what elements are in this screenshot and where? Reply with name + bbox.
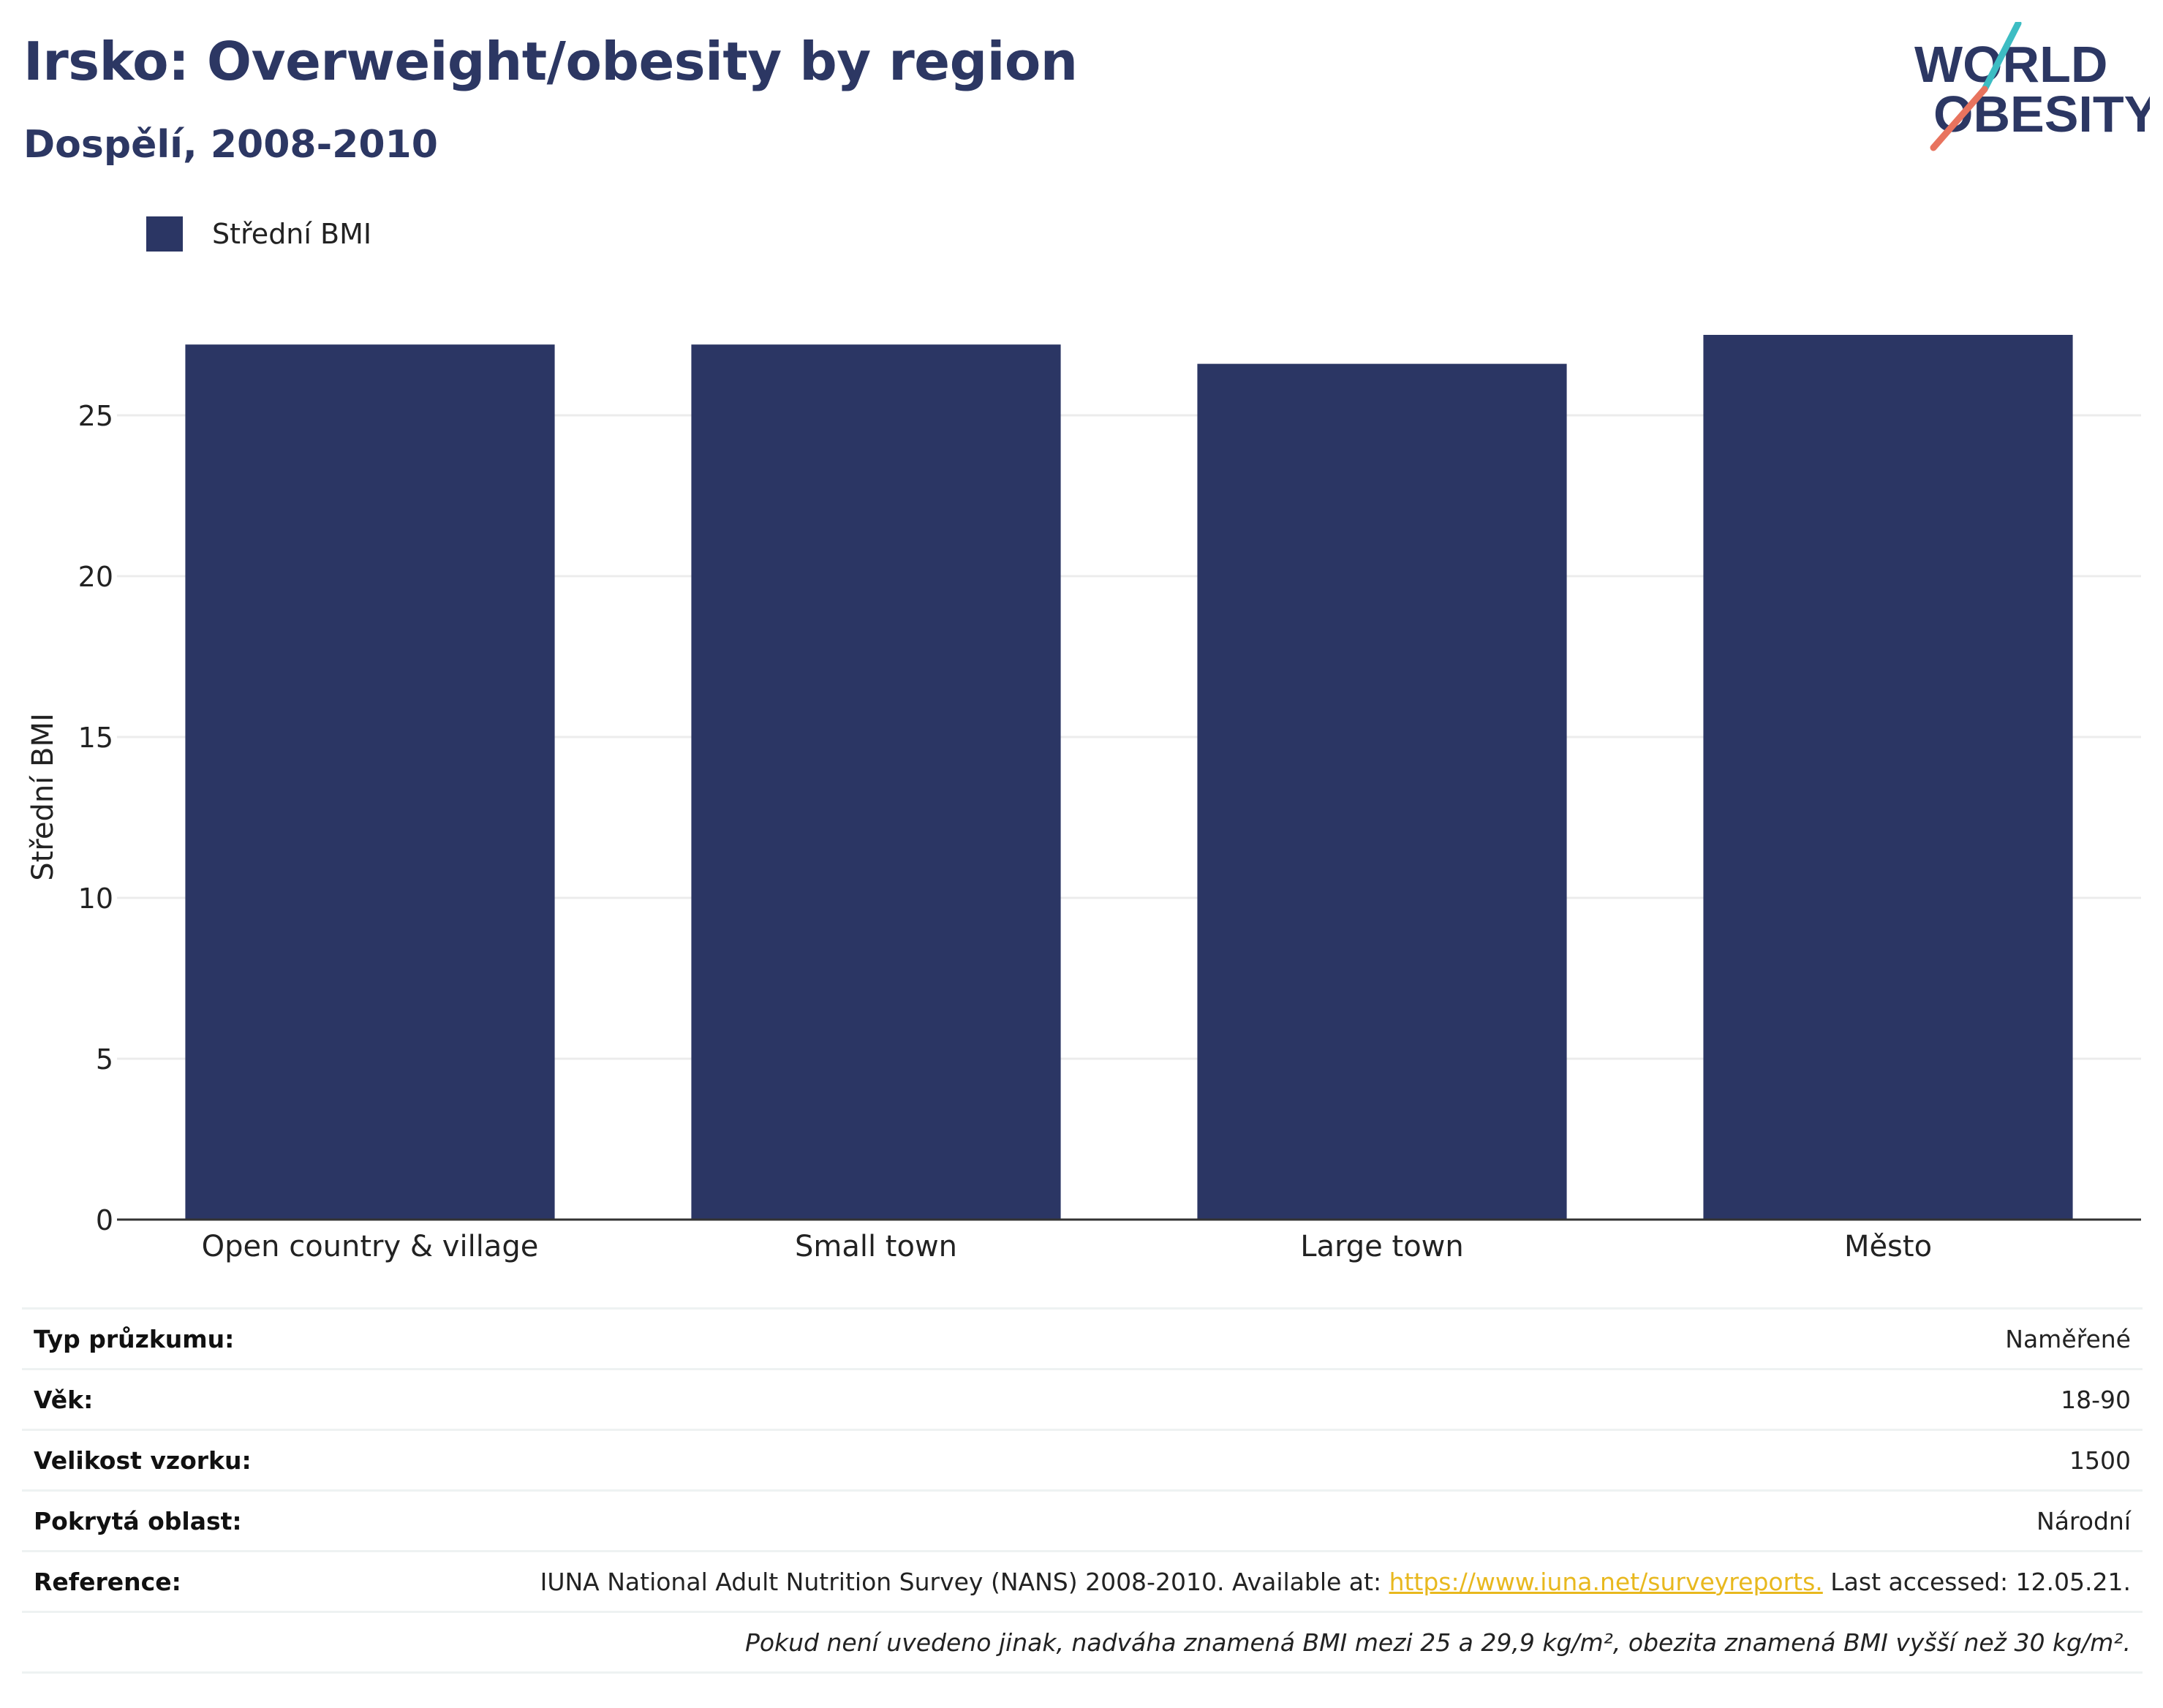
x-axis-ticks: Open country & village Small town Large to… [202, 1230, 1932, 1263]
reference-link[interactable]: https://www.iuna.net/surveyreports. [1389, 1567, 1823, 1596]
chart-bars [185, 335, 2073, 1220]
bar [691, 344, 1061, 1220]
bar-chart: 0 5 10 15 20 25 Open country & village Small t… [26, 335, 2141, 1263]
y-tick-label: 5 [96, 1043, 113, 1076]
info-row-note: Pokud není uvedeno jinak, nadváha znamen… [22, 1611, 2143, 1673]
x-tick-label: Small town [795, 1230, 957, 1263]
reference-label: Reference: [34, 1567, 181, 1596]
legend-label: Střední BMI [212, 218, 372, 250]
page-title: Irsko: Overweight/obesity by region [23, 31, 1078, 92]
age-value: 18-90 [2061, 1385, 2131, 1414]
reference-accessed: Last accessed: 12.05.21. [1822, 1567, 2131, 1596]
info-row-area: Pokrytá oblast: Národní [22, 1490, 2143, 1552]
info-row-survey-type: Typ průzkumu: Naměřené [22, 1308, 2143, 1369]
y-tick-label: 0 [96, 1204, 113, 1236]
reference-text: IUNA National Adult Nutrition Survey (NA… [540, 1567, 1389, 1596]
logo-slash-coral [1930, 86, 1988, 151]
survey-type-value: Naměřené [2005, 1324, 2131, 1353]
world-obesity-logo: WORLD OBESITY [1914, 22, 2150, 151]
survey-info-table: Typ průzkumu: Naměřené Věk: 18-90 Veliko… [22, 1307, 2143, 1674]
info-row-sample-size: Velikost vzorku: 1500 [22, 1429, 2143, 1491]
chart-legend: Střední BMI [146, 216, 371, 252]
x-tick-label: Město [1844, 1230, 1932, 1263]
bar [1197, 363, 1567, 1220]
y-tick-label: 10 [78, 883, 113, 915]
y-axis-ticks: 0 5 10 15 20 25 [78, 400, 113, 1236]
x-tick-label: Open country & village [202, 1230, 539, 1263]
legend-swatch [146, 216, 183, 252]
y-tick-label: 15 [78, 722, 113, 754]
sample-size-label: Velikost vzorku: [34, 1446, 252, 1475]
page-subtitle: Dospělí, 2008-2010 [23, 123, 438, 167]
info-row-reference: Reference: IUNA National Adult Nutrition… [22, 1551, 2143, 1612]
area-value: Národní [2036, 1506, 2131, 1535]
bar [1703, 335, 2073, 1220]
survey-type-label: Typ průzkumu: [34, 1324, 235, 1353]
reference-value: IUNA National Adult Nutrition Survey (NA… [298, 1552, 2143, 1612]
age-label: Věk: [34, 1385, 94, 1414]
logo-slash-teal [1981, 22, 2022, 93]
area-label: Pokrytá oblast: [34, 1506, 242, 1535]
logo-line-1: WORLD [1914, 36, 2107, 93]
definition-note: Pokud není uvedeno jinak, nadváha znamen… [744, 1628, 2131, 1657]
x-tick-label: Large town [1300, 1230, 1463, 1263]
info-row-age: Věk: 18-90 [22, 1369, 2143, 1430]
logo-line-2: OBESITY [1933, 86, 2150, 143]
y-tick-label: 25 [78, 400, 113, 432]
sample-size-value: 1500 [2069, 1446, 2131, 1475]
y-axis-label: Střední BMI [26, 713, 60, 881]
y-tick-label: 20 [78, 561, 113, 593]
bar [185, 344, 555, 1220]
